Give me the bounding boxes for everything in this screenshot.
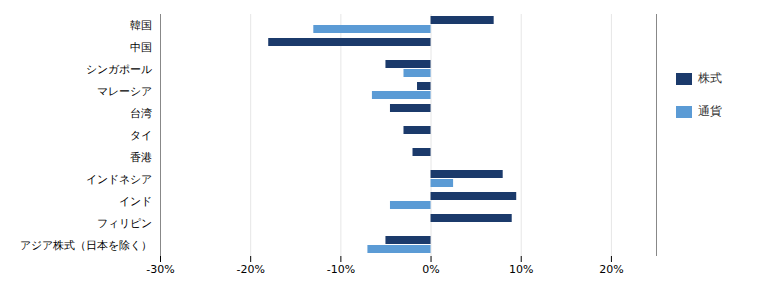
svg-text:インド: インド [119,195,152,208]
svg-text:20%: 20% [599,263,623,276]
svg-text:インドネシア: インドネシア [86,173,152,186]
svg-text:0%: 0% [422,263,439,276]
html-text:通貨: 通貨 [698,104,722,118]
svg-text:韓国: 韓国 [130,19,152,32]
svg-text:-20%: -20% [236,263,264,276]
svg-text:タイ: タイ [130,129,152,142]
svg-text:香港: 香港 [130,151,152,164]
svg-text:-10%: -10% [327,263,355,276]
svg-text:台湾: 台湾 [130,107,152,120]
svg-text:中国: 中国 [130,41,152,54]
html-text:株式: 株式 [698,71,722,85]
svg-text:10%: 10% [509,263,533,276]
svg-text:フィリピン: フィリピン [97,217,152,230]
svg-text:マレーシア: マレーシア [97,85,152,98]
svg-text:シンガポール: シンガポール [86,63,152,76]
svg-text:-30%: -30% [146,263,174,276]
svg-text:アジア株式（日本を除く）: アジア株式（日本を除く） [20,239,152,252]
